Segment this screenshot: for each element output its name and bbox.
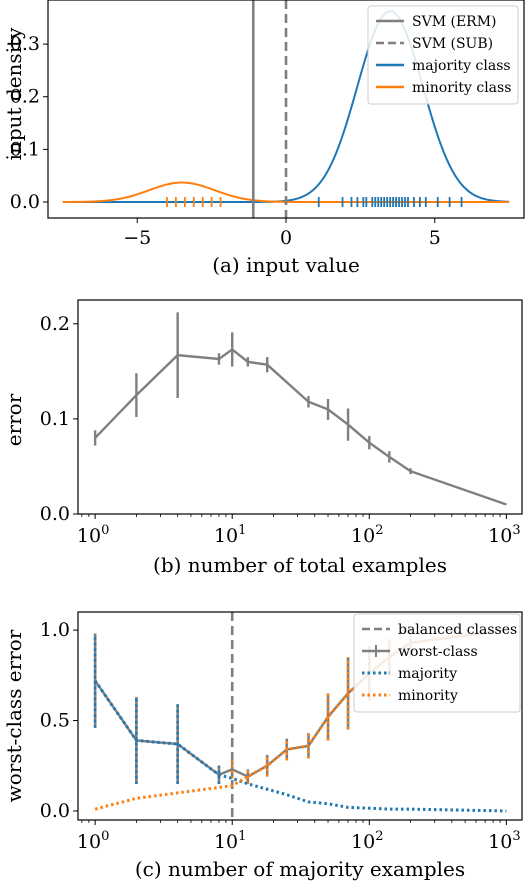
panel-b-x-tick-label: 100 bbox=[77, 523, 109, 547]
panel-a-plot-area bbox=[62, 0, 510, 218]
panel-a-y-axis-label: input density bbox=[2, 27, 26, 161]
panel-b-y-axis-label: error bbox=[2, 393, 26, 446]
panel-c-legend-box bbox=[353, 613, 521, 713]
panel-a-x-ticks: −5 0 5 bbox=[123, 218, 441, 249]
panel-a-x-tick-label: −5 bbox=[123, 227, 151, 249]
panel-c-x-tick-label: 103 bbox=[488, 829, 520, 853]
panel-b-y-tick-label: 0.2 bbox=[40, 313, 70, 335]
panel-a-legend-box bbox=[367, 5, 519, 105]
panel-b-x-ticks: 100 101 102 103 bbox=[77, 514, 521, 547]
panel-a-caption: (a) input value bbox=[212, 253, 360, 277]
panel-b-caption: (b) number of total examples bbox=[153, 553, 447, 577]
panel-c-y-tick-label: 1.0 bbox=[40, 619, 70, 641]
panel-a-y-tick-label: 0.3 bbox=[10, 33, 40, 55]
panel-b-y-tick-label: 0.0 bbox=[40, 503, 70, 525]
panel-c-y-ticks: 0.0 0.5 1.0 bbox=[40, 619, 78, 822]
panel-c-frame bbox=[77, 611, 523, 821]
panel-a-legend-label: minority class bbox=[412, 80, 511, 96]
panel-b-x-tick-label: 101 bbox=[214, 523, 246, 547]
panel-c-x-tick-label: 100 bbox=[77, 829, 109, 853]
panel-b-y-tick-label: 0.1 bbox=[40, 408, 70, 430]
panel-a-frame bbox=[47, 0, 525, 219]
panel-c-x-ticks: 100 101 102 103 bbox=[77, 820, 521, 853]
panel-c-legend-label: minority bbox=[398, 688, 458, 704]
panel-a-legend-label: SVM (SUB) bbox=[412, 36, 493, 52]
panel-a-y-ticks: 0.0 0.1 0.2 0.3 bbox=[10, 33, 48, 213]
panel-c-y-axis-label: worst-class error bbox=[2, 629, 26, 802]
panel-a-y-tick-label: 0.2 bbox=[10, 86, 40, 108]
panel-c-legend-label: majority bbox=[398, 666, 457, 682]
panel-c-legend-label: worst-class bbox=[398, 644, 478, 660]
panel-b: 100 101 102 103 0.0 0.1 0.2 (b) number of tot… bbox=[2, 299, 523, 577]
panel-b-y-ticks: 0.0 0.1 0.2 bbox=[40, 313, 78, 525]
error-line bbox=[94, 347, 507, 506]
panel-b-x-tick-label: 103 bbox=[488, 523, 520, 547]
panel-c-x-tick-label: 101 bbox=[214, 829, 246, 853]
panel-a-x-tick-label: 0 bbox=[280, 227, 292, 249]
panel-c-y-tick-label: 0.0 bbox=[40, 800, 70, 822]
panel-c-y-tick-label: 0.5 bbox=[40, 710, 70, 732]
panel-a-y-tick-label: 0.1 bbox=[10, 138, 40, 160]
panel-a-x-tick-label: 5 bbox=[429, 227, 441, 249]
panel-a: −5 0 5 0.0 0.1 0.2 0.3 (a) input value input … bbox=[2, 0, 525, 277]
panel-a-y-tick-label: 0.0 bbox=[10, 191, 40, 213]
panel-a-legend-label: SVM (ERM) bbox=[412, 14, 497, 30]
panel-c-legend-label: balanced classes bbox=[398, 622, 517, 638]
minority-line bbox=[94, 628, 507, 811]
panel-a-legend: SVM (ERM) SVM (SUB) majority class minority… bbox=[367, 5, 519, 105]
panel-c-x-tick-label: 102 bbox=[351, 829, 383, 853]
panel-c: 100 101 102 103 0.0 0.5 1.0 (c) number of maj… bbox=[2, 611, 523, 881]
panel-a-legend-label: majority class bbox=[412, 58, 511, 74]
panel-b-frame bbox=[77, 299, 523, 515]
panel-b-x-tick-label: 102 bbox=[351, 523, 383, 547]
panel-c-caption: (c) number of majority examples bbox=[135, 857, 465, 881]
panel-c-legend: balanced classes worst-class majority minor… bbox=[353, 613, 521, 713]
panel-b-plot-area bbox=[93, 312, 507, 506]
